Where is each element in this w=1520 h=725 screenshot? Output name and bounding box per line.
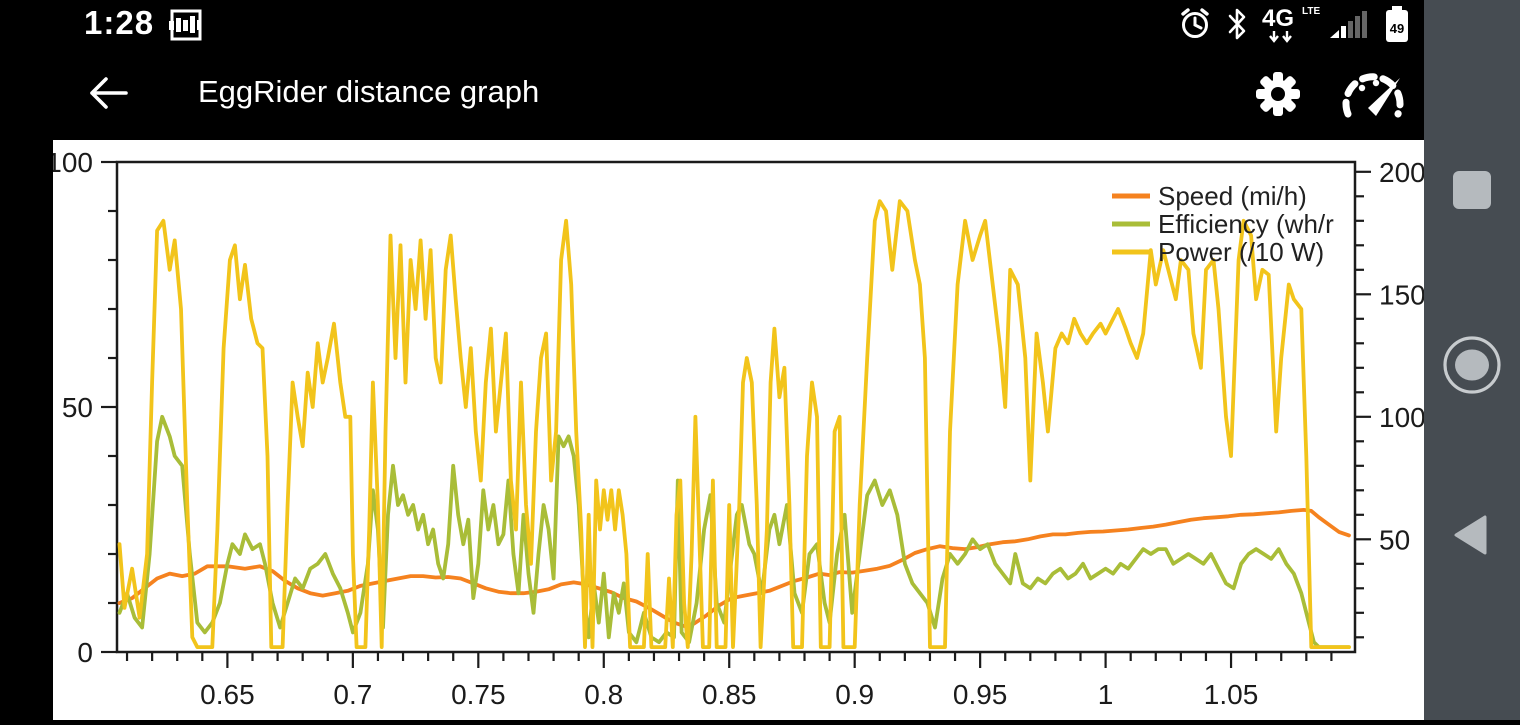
home-button[interactable] xyxy=(1424,320,1520,410)
app-bar: EggRider distance graph xyxy=(0,46,1424,140)
battery-percent-text: 49 xyxy=(1390,21,1404,36)
x-axis-label: 0.9 xyxy=(835,679,874,710)
speedometer-icon[interactable] xyxy=(1338,66,1408,122)
back-triangle-icon xyxy=(1454,515,1487,555)
y-left-label: 50 xyxy=(62,392,93,423)
status-time: 1:28 xyxy=(84,4,155,41)
navigation-bar xyxy=(1424,0,1520,720)
legend-label: Power (/10 W) xyxy=(1158,237,1324,267)
network-4g-label: 4G xyxy=(1262,5,1295,32)
x-axis-label: 1 xyxy=(1098,679,1114,710)
back-nav-button[interactable] xyxy=(1424,490,1520,580)
recents-square-icon xyxy=(1453,171,1491,209)
x-axis-label: 0.75 xyxy=(451,679,506,710)
legend-label: Efficiency (wh/r xyxy=(1158,209,1334,239)
page-title: EggRider distance graph xyxy=(198,74,540,109)
recents-button[interactable] xyxy=(1424,145,1520,235)
status-icons: 4G LTE 49 xyxy=(1178,4,1410,44)
x-axis-label: 0.7 xyxy=(333,679,372,710)
series-power xyxy=(117,199,1351,650)
signal-strength-icon xyxy=(1330,11,1367,38)
y-right-label: 200 xyxy=(1379,157,1424,188)
distance-chart[interactable]: 0.65 0.7 0.75 0.8 0.85 0.9 0.95 1 1.05 0 50 100 50 10… xyxy=(46,140,1425,720)
legend-label: Speed (mi/h) xyxy=(1158,181,1307,211)
y-left-label: 0 xyxy=(77,637,93,668)
x-axis-label: 0.95 xyxy=(953,679,1008,710)
network-type-indicator: 4G LTE xyxy=(1262,5,1320,43)
network-lte-label: LTE xyxy=(1302,6,1321,17)
data-activity-arrows-icon xyxy=(1269,31,1292,43)
bluetooth-icon xyxy=(1228,8,1246,40)
waveform-notification-icon xyxy=(169,9,202,41)
status-bar: 1:28 4G LTE xyxy=(0,0,1424,46)
y-right-label: 100 xyxy=(1379,402,1424,433)
y-left-label: 100 xyxy=(53,147,93,178)
back-arrow-icon[interactable] xyxy=(86,71,130,115)
gear-icon[interactable] xyxy=(1253,69,1303,119)
x-axis-label: 1.05 xyxy=(1204,679,1259,710)
x-axis-label: 0.8 xyxy=(584,679,623,710)
x-axis-label: 0.65 xyxy=(200,679,255,710)
chart-area: 0.65 0.7 0.75 0.8 0.85 0.9 0.95 1 1.05 0 50 100 50 10… xyxy=(46,140,1426,720)
y-right-label: 50 xyxy=(1379,524,1410,555)
alarm-clock-icon xyxy=(1181,8,1209,38)
y-right-label: 150 xyxy=(1379,279,1424,310)
x-axis-label: 0.85 xyxy=(702,679,757,710)
home-circle-icon xyxy=(1443,336,1501,394)
battery-icon: 49 xyxy=(1386,6,1408,42)
